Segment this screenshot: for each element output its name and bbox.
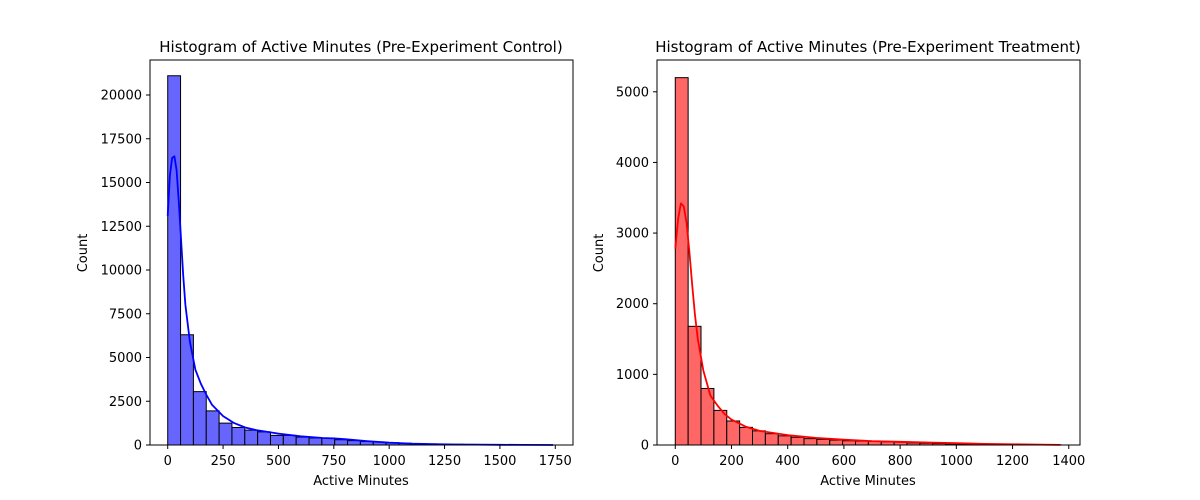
control-y-ticks: 0 2500 5000 7500 10000 12500 15000 17500 20000 (101, 89, 150, 454)
control-x-tick-label: 250 (211, 454, 236, 469)
control-bar (167, 75, 182, 446)
control-y-tick-label: 10000 (101, 264, 142, 279)
control-kde-curve (166, 155, 554, 446)
control-x-tick-label: 1750 (539, 454, 572, 469)
treatment-bar (713, 409, 728, 446)
control-x-tick-label: 1000 (373, 454, 406, 469)
treatment-x-tick-label: 1200 (996, 454, 1029, 469)
treatment-y-tick-label: 0 (641, 439, 649, 454)
treatment-y-tick-label: 5000 (616, 85, 649, 100)
treatment-bar (829, 439, 844, 446)
treatment-x-tick-label: 1000 (940, 454, 973, 469)
treatment-x-tick-label: 800 (888, 454, 913, 469)
treatment-x-tick-label: 600 (831, 454, 856, 469)
control-bar (257, 431, 271, 446)
treatment-y-axis-label: Count (592, 234, 607, 273)
treatment-bar (726, 420, 741, 446)
treatment-chart-title: Histogram of Active Minutes (Pre-Experim… (655, 38, 1081, 56)
control-y-axis-label: Count (76, 234, 91, 273)
control-y-tick-label: 5000 (109, 351, 142, 366)
treatment-histogram-panel: Histogram of Active Minutes (Pre-Experim… (592, 38, 1085, 489)
control-bar (231, 427, 246, 446)
treatment-y-tick-label: 1000 (616, 368, 649, 383)
treatment-bar (674, 77, 689, 446)
treatment-bar (816, 438, 831, 446)
treatment-kde-line (674, 202, 1061, 446)
treatment-x-ticks: 0 200 400 600 800 1000 1200 1400 (671, 445, 1085, 469)
treatment-x-tick-label: 200 (719, 454, 744, 469)
treatment-axes-frame (656, 59, 1081, 446)
control-histogram-panel: Histogram of Active Minutes (Pre-Experim… (76, 38, 574, 489)
control-chart-title: Histogram of Active Minutes (Pre-Experim… (159, 38, 562, 56)
treatment-kde-curve (674, 202, 1061, 446)
treatment-x-tick-label: 0 (671, 454, 679, 469)
control-bar (269, 434, 284, 446)
treatment-y-tick-label: 2000 (616, 297, 649, 312)
control-bar (192, 391, 207, 446)
control-bar (282, 434, 297, 446)
control-bar (205, 410, 220, 446)
treatment-x-tick-label: 1400 (1052, 454, 1085, 469)
treatment-bar (739, 426, 754, 446)
control-x-tick-label: 0 (164, 454, 172, 469)
control-x-tick-label: 750 (321, 454, 346, 469)
treatment-y-tick-label: 3000 (616, 227, 649, 242)
control-y-tick-label: 7500 (109, 307, 142, 322)
treatment-bar (842, 440, 856, 446)
treatment-x-tick-label: 400 (775, 454, 800, 469)
control-x-tick-label: 500 (266, 454, 291, 469)
control-bar (295, 436, 310, 446)
control-y-tick-label: 12500 (101, 220, 142, 235)
control-axes-frame (149, 59, 574, 446)
treatment-bar (777, 435, 792, 446)
control-x-tick-label: 1250 (428, 454, 461, 469)
control-x-ticks: 0 250 500 750 1000 1250 1500 1750 (164, 445, 572, 469)
treatment-bar (803, 438, 818, 446)
control-y-tick-label: 0 (134, 439, 142, 454)
treatment-bar (764, 433, 779, 446)
treatment-y-tick-label: 4000 (616, 156, 649, 171)
control-bar (244, 429, 259, 446)
control-bar (308, 437, 323, 446)
control-x-tick-label: 1500 (483, 454, 516, 469)
control-y-tick-label: 15000 (101, 176, 142, 191)
control-bars (167, 75, 554, 446)
treatment-bars (674, 77, 1062, 446)
control-y-tick-label: 20000 (101, 89, 142, 104)
control-y-tick-label: 17500 (101, 132, 142, 147)
treatment-bar (790, 436, 805, 446)
treatment-bar (752, 430, 766, 446)
control-kde-line (166, 155, 554, 446)
control-x-axis-label: Active Minutes (313, 474, 409, 489)
control-bar (334, 439, 349, 446)
control-bar (218, 422, 233, 446)
control-y-tick-label: 2500 (109, 395, 142, 410)
treatment-y-ticks: 0 1000 2000 3000 4000 5000 (616, 85, 657, 454)
control-bar (347, 440, 361, 446)
treatment-x-axis-label: Active Minutes (820, 474, 916, 489)
